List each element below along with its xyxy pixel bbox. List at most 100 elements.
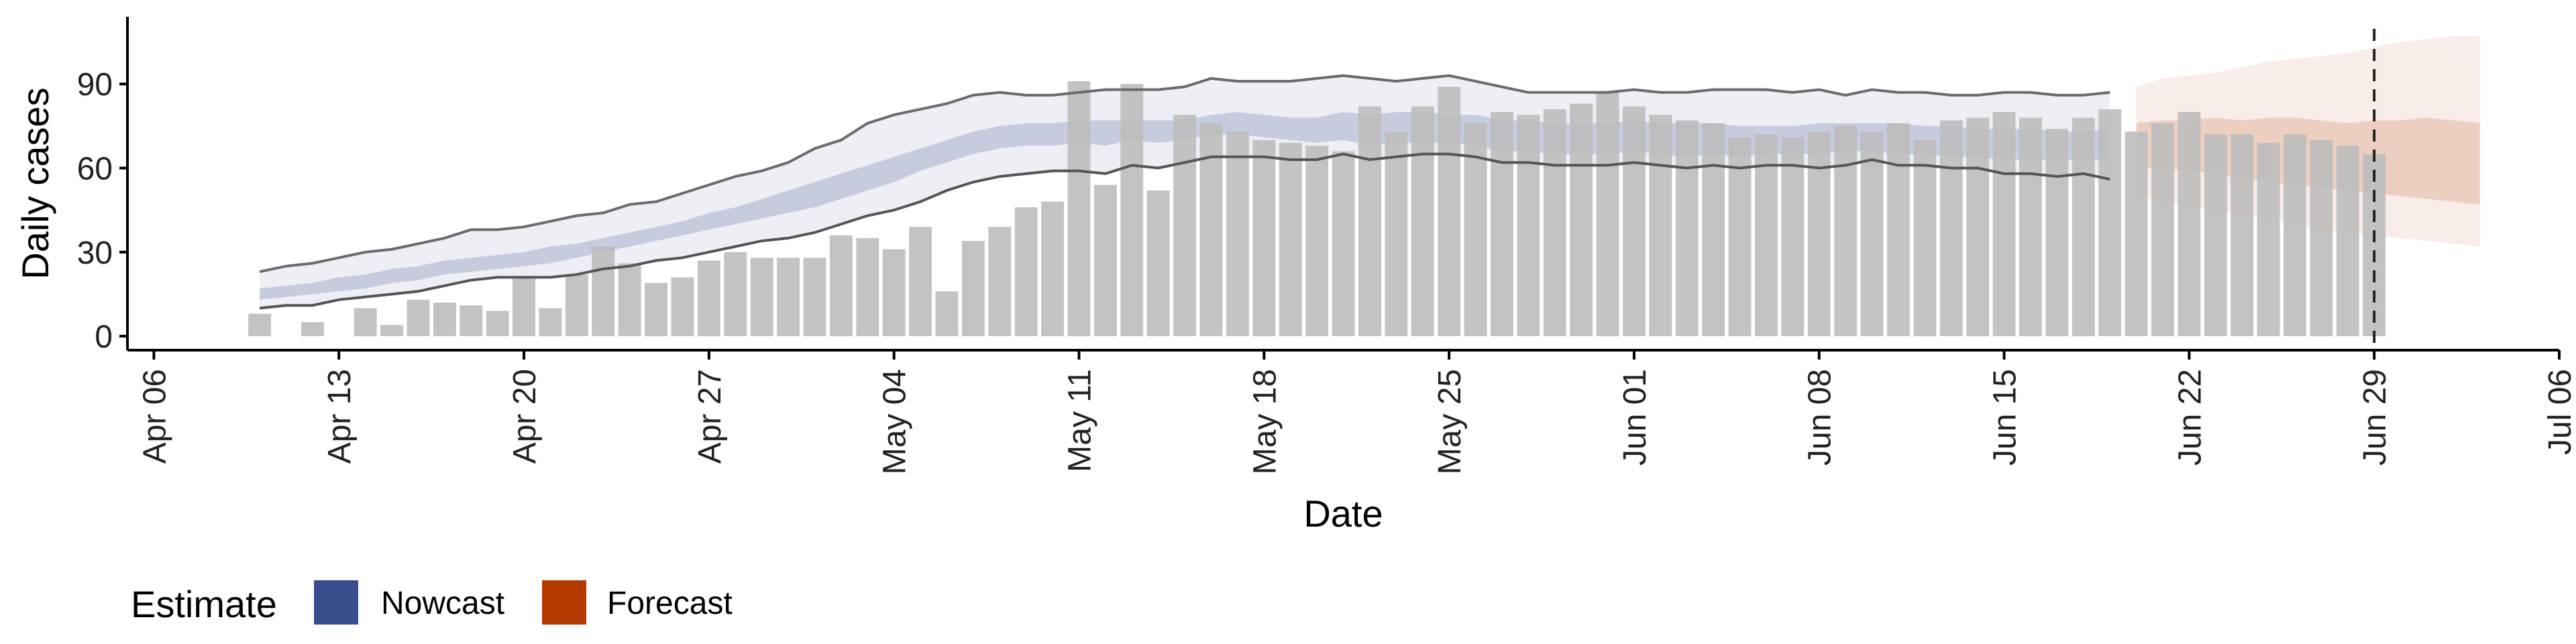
case-bar: [1385, 131, 1408, 337]
case-bar: [1649, 115, 1672, 337]
case-bar: [301, 322, 324, 337]
case-bar: [2336, 146, 2359, 337]
case-bar: [539, 308, 562, 337]
case-bar: [2098, 109, 2122, 337]
case-bar: [1728, 137, 1752, 337]
x-tick-label: Jun 01: [1617, 369, 1653, 466]
case-bar: [724, 252, 747, 337]
x-tick-label: Jun 22: [2172, 369, 2208, 466]
case-bar: [2231, 134, 2254, 337]
case-bar: [1992, 112, 2016, 337]
y-tick-label: 0: [95, 319, 113, 355]
case-bar: [486, 311, 509, 337]
case-bar: [1252, 140, 1276, 337]
x-tick-label: Apr 06: [137, 369, 172, 464]
x-tick-label: May 25: [1432, 369, 1468, 474]
case-bar: [988, 227, 1012, 337]
case-bar: [671, 277, 694, 337]
case-bar: [1939, 120, 1963, 337]
case-bar: [2257, 142, 2280, 337]
case-bar: [2125, 131, 2148, 337]
case-bar: [380, 325, 403, 337]
case-bar: [1543, 109, 1566, 337]
case-bar: [1358, 106, 1381, 337]
case-bar: [1755, 134, 1778, 337]
case-bar: [777, 258, 800, 337]
case-bar: [2284, 134, 2306, 337]
nowcast-outer-band: [260, 75, 2110, 309]
case-bar: [1966, 117, 1990, 337]
case-bar: [909, 227, 932, 337]
case-bars: [248, 81, 2386, 337]
x-tick-label: Jun 29: [2357, 369, 2393, 466]
case-bar: [882, 249, 906, 337]
legend-swatch-nowcast: [314, 580, 358, 625]
legend-label-forecast: Forecast: [607, 586, 733, 621]
case-bar: [2178, 112, 2201, 337]
case-bar: [1199, 123, 1223, 337]
x-tick-label: Jun 08: [1803, 369, 1838, 466]
case-bar: [961, 241, 985, 337]
case-bar: [1146, 190, 1170, 337]
case-bar: [1332, 151, 1355, 337]
x-axis-ticks: Apr 06 Apr 13 Apr 20 Apr 27 May 04 May 11 May …: [137, 350, 2576, 474]
case-bar: [248, 313, 271, 337]
case-bar: [1675, 120, 1699, 337]
case-bar: [1491, 112, 1513, 337]
x-tick-label: Apr 13: [322, 369, 358, 464]
case-bar: [1120, 84, 1144, 337]
case-bar: [2072, 117, 2095, 337]
case-bar: [1041, 201, 1064, 337]
case-bar: [407, 299, 430, 337]
case-bar: [1411, 106, 1434, 337]
case-bar: [2045, 129, 2069, 337]
case-bar: [1438, 87, 1461, 337]
y-tick-label: 60: [77, 152, 113, 187]
case-bar: [935, 291, 959, 337]
axes: 0 30 60 90 Apr 06 Apr 13 Apr 20 Apr 27 May 04 Ma…: [77, 17, 2576, 474]
case-bar: [1226, 131, 1249, 337]
case-bar: [750, 258, 773, 337]
case-bar: [565, 274, 588, 337]
case-bar: [2310, 140, 2333, 337]
case-bar: [1807, 131, 1831, 337]
case-bar: [2151, 123, 2174, 337]
case-bar: [1887, 123, 1910, 337]
case-bar: [460, 305, 483, 337]
case-bar: [1860, 131, 1884, 337]
nowcast-inner-band: [260, 112, 2110, 300]
case-bar: [513, 277, 535, 337]
case-bar: [1570, 103, 1593, 337]
x-tick-label: Apr 20: [507, 369, 543, 464]
case-bar: [645, 282, 667, 337]
y-tick-label: 30: [77, 235, 113, 271]
y-tick-label: 90: [77, 67, 113, 103]
nowcast-bound-lines: [259, 74, 2110, 310]
legend-title: Estimate: [131, 583, 277, 625]
case-bar: [1623, 106, 1646, 337]
nowcast-upper-line: [259, 74, 2110, 274]
y-axis-ticks: 0 30 60 90: [77, 67, 127, 355]
nowcast-lower-line: [259, 152, 2110, 310]
case-bar: [1702, 123, 1725, 337]
x-tick-label: Jun 15: [1988, 369, 2023, 466]
x-tick-label: May 18: [1247, 369, 1283, 474]
case-bar: [592, 246, 615, 337]
case-bar: [2363, 154, 2386, 337]
y-axis-title: Daily cases: [14, 87, 56, 279]
legend-label-nowcast: Nowcast: [381, 586, 504, 621]
case-bar: [1517, 115, 1540, 337]
case-bar: [1305, 146, 1329, 337]
case-bar: [2019, 117, 2042, 337]
case-bar: [1173, 115, 1196, 337]
case-bar: [856, 237, 879, 337]
case-bar: [1279, 142, 1302, 337]
case-bar: [1067, 81, 1091, 337]
x-tick-label: Jul 06: [2542, 369, 2576, 455]
x-tick-label: Apr 27: [692, 369, 728, 464]
case-bar: [1913, 140, 1937, 337]
case-bar: [697, 260, 720, 337]
case-bar: [2204, 134, 2227, 337]
